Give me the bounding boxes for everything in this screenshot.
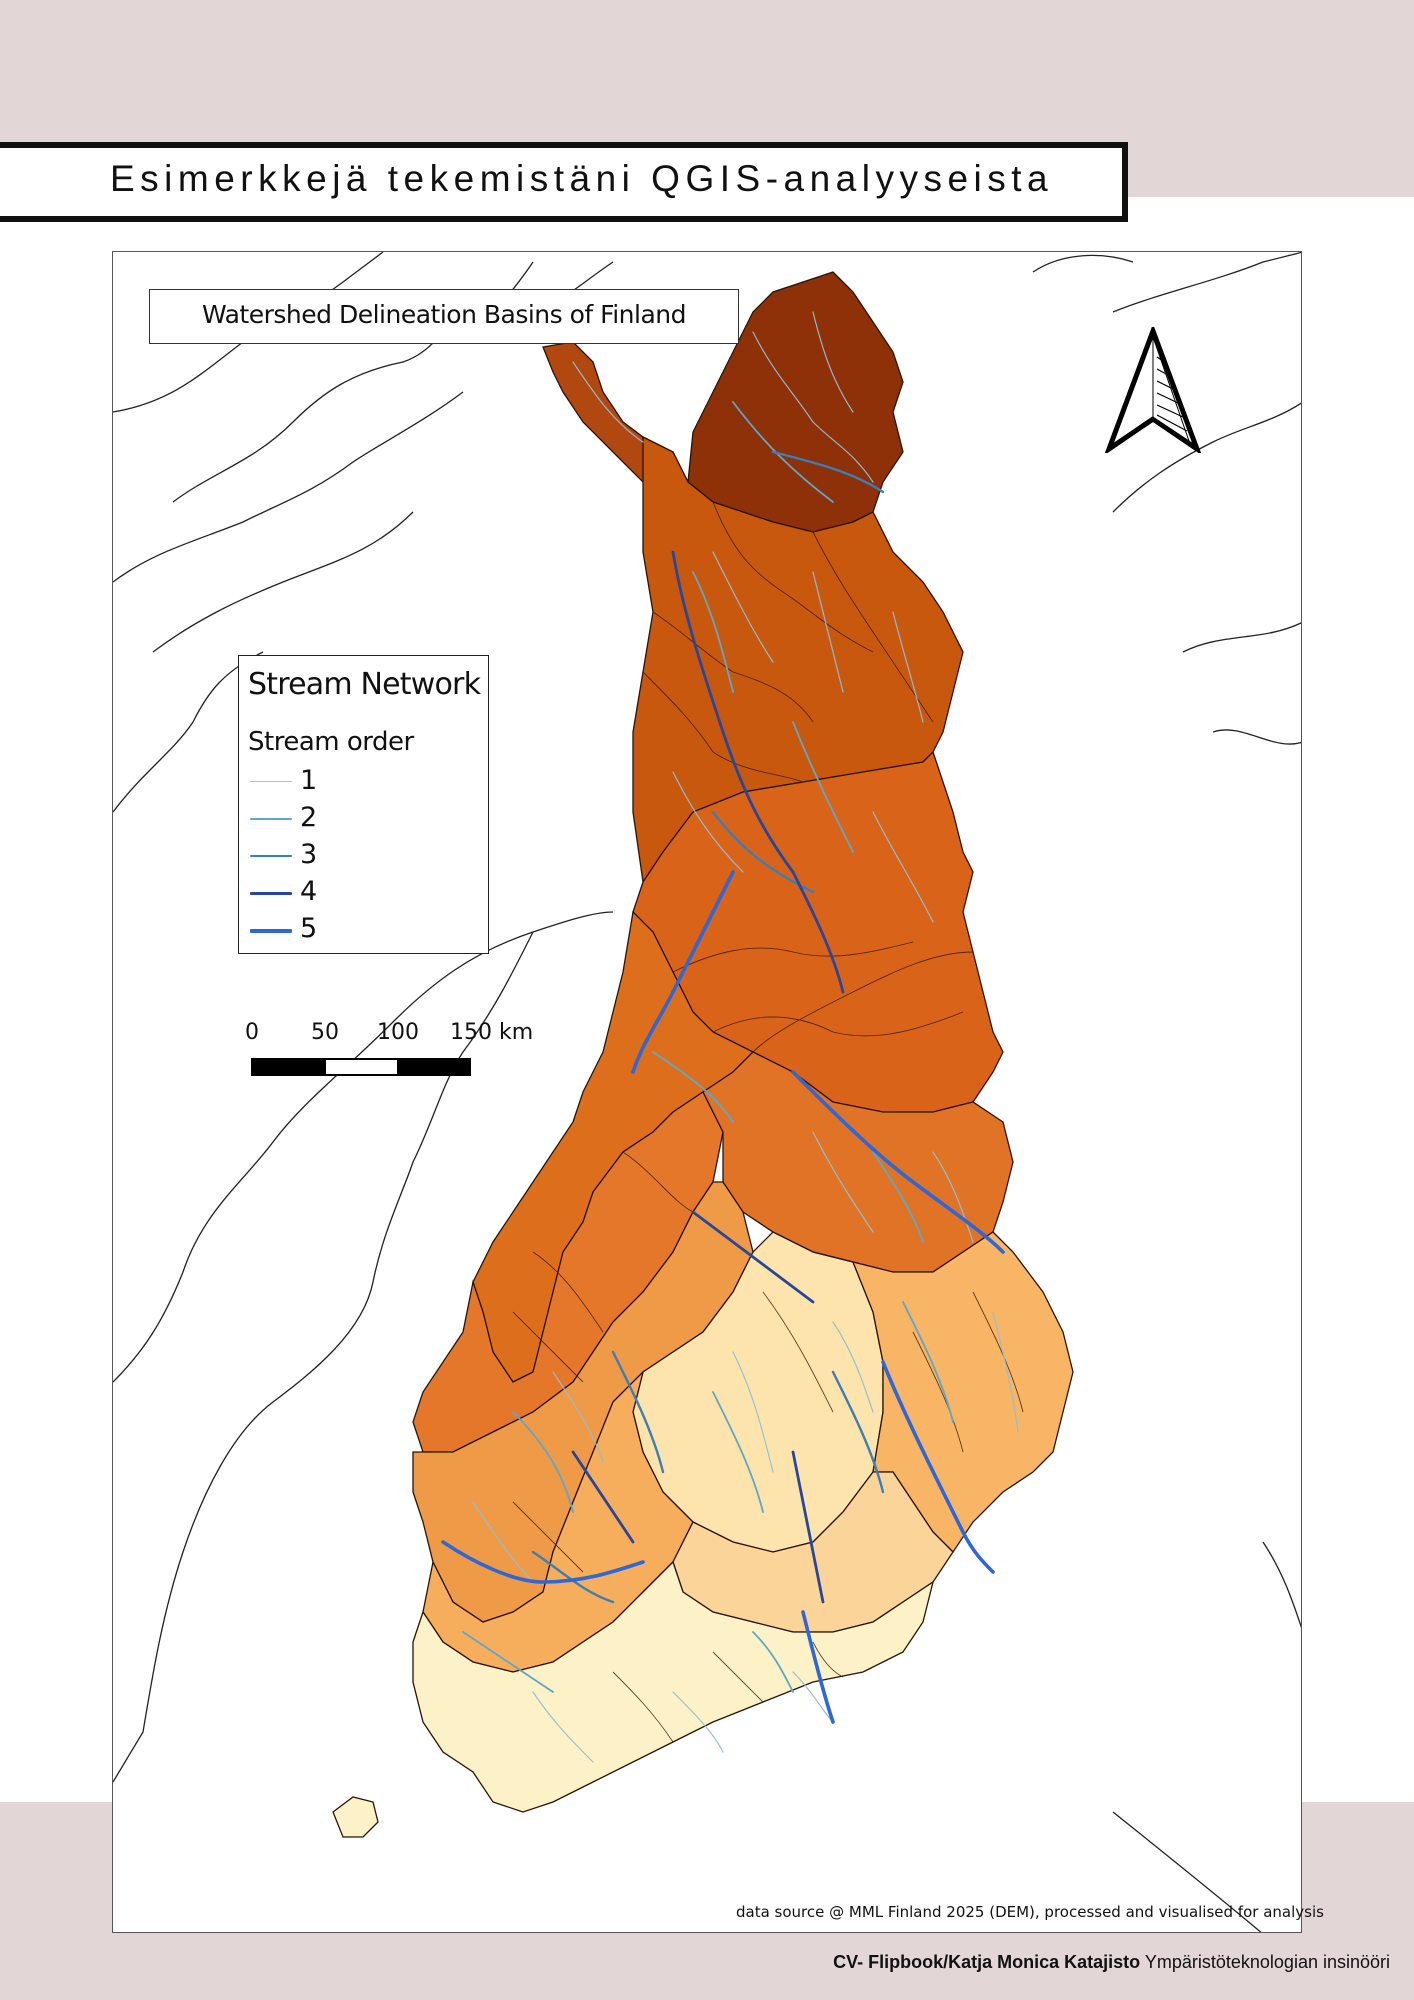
footer-profession: Ympäristöteknologian insinööri: [1144, 1952, 1390, 1972]
legend-swatch: [250, 929, 292, 933]
legend-swatch: [250, 818, 292, 820]
header-title: Esimerkkejä tekemistäni QGIS-analyysei​s…: [110, 158, 1054, 199]
map-title: Watershed Delineation Basins of Finland: [201, 300, 687, 329]
legend-label: 2: [300, 802, 318, 833]
scale-label-150: 150 km: [450, 1020, 534, 1045]
basin-aland: [332, 1796, 379, 1838]
legend-item-4: 4: [250, 876, 450, 912]
basin-kainuu: [702, 1051, 1014, 1273]
data-source-note: data source @ MML Finland 2025 (DEM), pr…: [736, 1903, 1324, 1921]
map-title-box: [149, 289, 739, 344]
legend-item-1: 1: [250, 765, 450, 801]
legend-swatch: [250, 855, 292, 857]
scale-label-100: 100: [377, 1020, 419, 1045]
legend-title: Stream Network: [248, 667, 481, 702]
legend-label: 5: [300, 913, 318, 944]
scale-segment: [253, 1060, 326, 1074]
surrounding-coastlines: [113, 252, 1301, 1932]
basin-upper-lapland: [632, 435, 964, 884]
legend-label: 4: [300, 876, 318, 907]
legend-swatch: [250, 781, 292, 782]
header-title-box: [0, 142, 1128, 222]
scale-label-0: 0: [245, 1020, 259, 1045]
basins: [332, 271, 1074, 1838]
sub-basin-lines: [512, 501, 1024, 1743]
legend-box: [238, 655, 489, 954]
scale-bar: [251, 1058, 471, 1076]
footer-credit: CV- Flipbook/Katja Monica Katajisto Ympä…: [833, 1952, 1390, 1973]
footer-author: CV- Flipbook/Katja Monica Katajisto: [833, 1952, 1141, 1972]
stream-network: [441, 311, 1019, 1763]
legend-swatch: [250, 892, 292, 895]
map-canvas: [113, 252, 1301, 1932]
legend-item-2: 2: [250, 802, 450, 838]
legend-label: 3: [300, 839, 318, 870]
scale-segment: [397, 1060, 469, 1074]
legend-label: 1: [300, 765, 318, 796]
basin-south-coast: [412, 1560, 935, 1813]
legend-item-3: 3: [250, 839, 450, 875]
north-arrow-icon: [1105, 327, 1201, 453]
map-frame: [112, 251, 1302, 1933]
legend-subtitle: Stream order: [248, 727, 414, 757]
legend-item-5: 5: [250, 913, 450, 949]
scale-label-50: 50: [311, 1020, 339, 1045]
